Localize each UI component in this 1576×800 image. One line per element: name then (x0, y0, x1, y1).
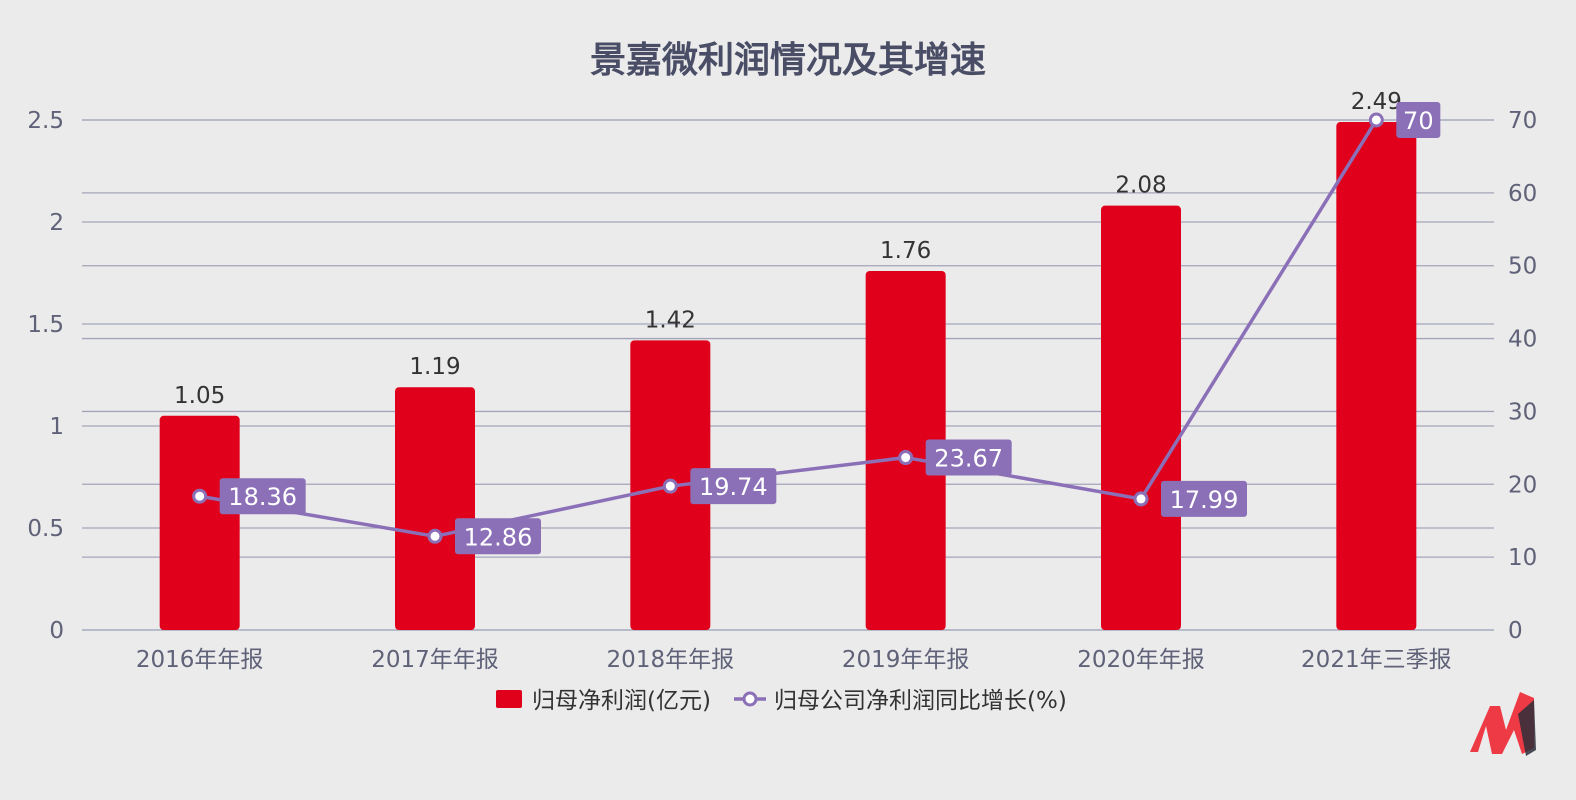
chart-title: 景嘉微利润情况及其增速 (590, 40, 986, 81)
y-left-tick-label: 0.5 (27, 516, 64, 542)
point-value-label: 12.86 (464, 523, 533, 551)
y-right-tick-label: 60 (1508, 181, 1537, 207)
point-value-label: 17.99 (1170, 486, 1239, 514)
bar-value-label: 2.08 (1115, 173, 1166, 199)
line-point (1368, 112, 1384, 128)
point-label-box (1396, 102, 1441, 138)
bar-value-label: 1.19 (409, 354, 460, 380)
x-tick-label: 2020年年报 (1077, 647, 1205, 673)
point-label-box (219, 478, 306, 515)
y-axis-left: 0 0.5 1 1.5 2 2.5 (27, 108, 64, 644)
y-left-tick-label: 1.5 (27, 312, 64, 338)
line-point (662, 478, 678, 494)
bar (1336, 122, 1417, 630)
point-value-label: 70 (1403, 107, 1434, 135)
point-label-box (925, 439, 1012, 476)
y-right-tick-label: 20 (1508, 472, 1537, 498)
legend-label-line: 归母公司净利润同比增长(%) (774, 688, 1067, 714)
y-left-tick-label: 1 (49, 414, 64, 440)
point-label-box (1161, 480, 1247, 517)
y-right-tick-label: 40 (1508, 327, 1537, 353)
y-left-tick-label: 0 (49, 618, 64, 644)
x-tick-label: 2016年年报 (136, 647, 264, 673)
bar (395, 387, 475, 630)
bar-value-label: 1.76 (880, 238, 931, 264)
bar-value-label: 2.49 (1351, 89, 1402, 115)
y-axis-right: 0 10 20 30 40 50 60 70 (1508, 108, 1537, 644)
y-right-tick-label: 10 (1508, 545, 1537, 571)
y-right-tick-label: 0 (1508, 618, 1523, 644)
point-value-label: 19.74 (699, 473, 768, 501)
bar-value-label: 1.05 (174, 383, 225, 409)
x-axis: 2016年年报 2017年年报 2018年年报 2019年年报 2020年年报 2021年… (136, 647, 1452, 673)
bar (159, 415, 240, 630)
grid-lines (82, 119, 1494, 631)
y-right-tick-label: 30 (1508, 399, 1537, 425)
legend-swatch-bar (496, 690, 522, 708)
point-label-box (455, 518, 541, 555)
point-value-label: 23.67 (934, 445, 1003, 473)
series-line (199, 119, 1378, 539)
point-label-box (690, 468, 777, 505)
line-point (898, 450, 914, 466)
bar-series: 1.05 1.19 1.42 1.76 2.08 2.49 (159, 89, 1417, 630)
x-tick-label: 2021年三季报 (1301, 647, 1452, 673)
legend-label-bar: 归母净利润(亿元) (532, 688, 711, 714)
y-right-tick-label: 50 (1508, 254, 1537, 280)
y-left-tick-label: 2 (49, 210, 64, 236)
x-tick-label: 2017年年报 (371, 647, 499, 673)
bar-value-label: 1.42 (645, 307, 696, 333)
x-tick-label: 2019年年报 (842, 647, 970, 673)
point-value-label: 18.36 (228, 483, 297, 511)
bar (1101, 205, 1181, 630)
line-point (192, 488, 208, 504)
legend: 归母净利润(亿元) 归母公司净利润同比增长(%) (496, 688, 1067, 714)
line-point (1133, 491, 1149, 507)
legend-swatch-marker (742, 691, 758, 707)
x-tick-label: 2018年年报 (607, 647, 735, 673)
brand-logo-icon (1470, 692, 1536, 756)
line-series: 18.36 12.86 19.74 23.67 17.99 70 (192, 102, 1441, 555)
y-right-tick-label: 70 (1508, 108, 1537, 134)
line-point (427, 528, 443, 544)
y-left-tick-label: 2.5 (27, 108, 64, 134)
